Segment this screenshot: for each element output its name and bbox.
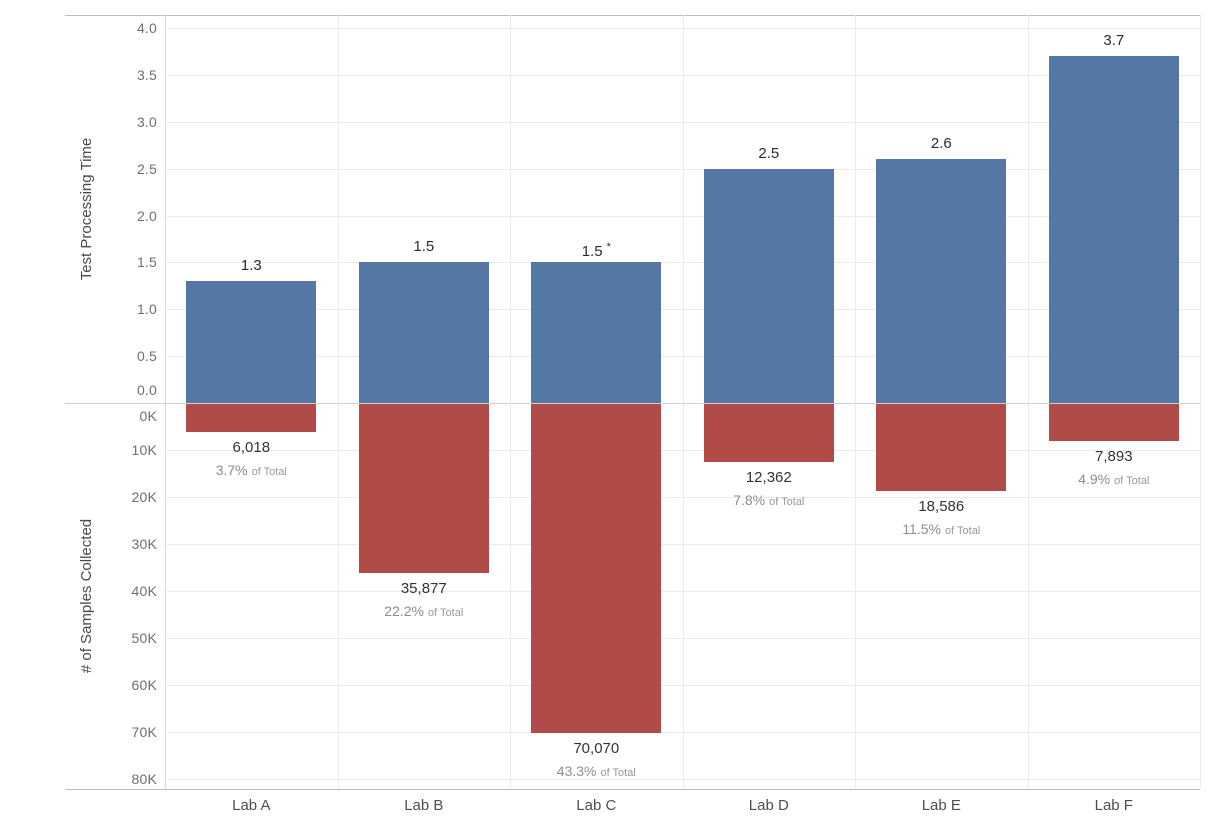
samples-percent-label-lab-e: 11.5% of Total [902,521,981,538]
bar-value-label-lab-b: 1.5 [413,238,435,256]
gridline [165,685,1200,686]
y-tick-label-bottom: 0K [139,408,157,424]
column-separator-line [1027,15,1029,789]
gridline [165,356,1200,358]
samples-count-label-lab-a: 6,018 [232,439,271,457]
bar-test-processing-time-lab-c[interactable] [531,262,662,403]
y-tick-label-bottom: 10K [131,442,157,458]
gridline [165,28,1200,29]
bar-samples-collected-lab-d[interactable] [703,404,834,463]
gridline [165,638,1200,639]
plot-top-border [65,15,1200,16]
gridline [165,591,1200,592]
gridline [165,497,1200,498]
gridline [165,779,1200,780]
percent-of-total-suffix: of Total [600,767,636,780]
samples-percent-label-lab-c: 43.3% of Total [556,763,636,780]
bar-samples-collected-lab-e[interactable] [876,404,1007,492]
samples-percent-label-lab-d: 7.8% of Total [733,492,805,509]
gridline [165,544,1200,545]
bar-test-processing-time-lab-b[interactable] [358,262,489,403]
samples-count-label-lab-d: 12,362 [745,469,792,487]
y-tick-label-top: 3.5 [136,66,157,83]
samples-count-label-lab-f: 7,893 [1095,448,1133,466]
y-tick-label-top: 1.0 [136,301,157,318]
bar-test-processing-time-lab-d[interactable] [703,168,834,403]
y-tick-label-bottom: 40K [131,583,157,599]
samples-percent-label-lab-a: 3.7% of Total [215,462,287,479]
gridline [165,309,1200,311]
samples-percent-label-lab-b: 22.2% of Total [384,602,464,619]
x-axis-label-lab-d: Lab D [748,797,789,814]
x-axis-label-lab-a: Lab A [232,797,271,814]
plot-bottom-border [65,789,1200,790]
bar-value-label-lab-d: 2.5 [758,144,780,162]
gridline [165,168,1200,170]
gridline [165,732,1200,733]
bar-test-processing-time-lab-f[interactable] [1048,56,1179,403]
percent-of-total-suffix: of Total [1114,475,1150,488]
y-tick-label-top: 1.5 [136,254,157,271]
gridline [165,121,1200,123]
y-tick-label-bottom: 20K [131,489,157,505]
top-panel-y-axis-title: Test Processing Time [78,137,95,281]
y-tick-label-bottom: 30K [131,536,157,552]
y-tick-label-top: 0.0 [136,382,157,398]
y-tick-label-bottom: 60K [131,677,157,693]
y-tick-label-top: 0.5 [136,348,157,365]
bar-value-label-lab-c: 1.5 * [581,241,611,261]
column-separator-line [1200,15,1201,789]
y-tick-label-bottom: 80K [131,771,157,787]
y-tick-label-bottom: 50K [131,630,157,646]
samples-percent-label-lab-f: 4.9% of Total [1078,471,1150,488]
column-separator-line [682,15,684,789]
bar-samples-collected-lab-c[interactable] [531,404,662,734]
x-axis-label-lab-f: Lab F [1094,797,1133,814]
y-axis-line [165,15,166,789]
bar-value-label-lab-f: 3.7 [1103,32,1125,50]
bar-samples-collected-lab-b[interactable] [358,404,489,573]
x-axis-label-lab-c: Lab C [576,797,617,814]
column-separator-line [510,15,511,789]
panel-divider-line [65,403,1200,404]
y-tick-label-top: 3.0 [136,113,157,130]
gridline [165,74,1200,76]
percent-of-total-suffix: of Total [251,466,287,479]
y-tick-label-bottom: 70K [131,724,157,740]
samples-count-label-lab-c: 70,070 [573,740,620,758]
y-tick-label-top: 2.5 [136,160,157,177]
gridline [165,262,1200,264]
bar-value-label-lab-e: 2.6 [930,135,952,153]
percent-of-total-suffix: of Total [944,525,981,538]
bottom-panel-y-axis-title: # of Samples Collected [78,518,95,674]
bar-samples-collected-lab-a[interactable] [186,404,317,433]
column-separator-line [855,15,856,789]
gridline [165,215,1200,217]
x-axis-label-lab-b: Lab B [404,797,444,814]
bar-value-label-lab-a: 1.3 [240,257,262,275]
percent-of-total-suffix: of Total [769,496,805,509]
x-axis-label-lab-e: Lab E [921,797,961,814]
samples-count-label-lab-b: 35,877 [400,579,447,597]
samples-count-label-lab-e: 18,586 [918,498,965,516]
bar-samples-collected-lab-f[interactable] [1048,404,1179,442]
asterisk-annotation: * [606,241,611,254]
bar-test-processing-time-lab-e[interactable] [876,159,1007,404]
y-tick-label-top: 4.0 [136,20,157,36]
percent-of-total-suffix: of Total [428,606,464,619]
y-tick-label-top: 2.0 [136,207,157,224]
gridline [165,450,1200,451]
column-separator-line [337,15,339,789]
bar-test-processing-time-lab-a[interactable] [186,281,317,403]
